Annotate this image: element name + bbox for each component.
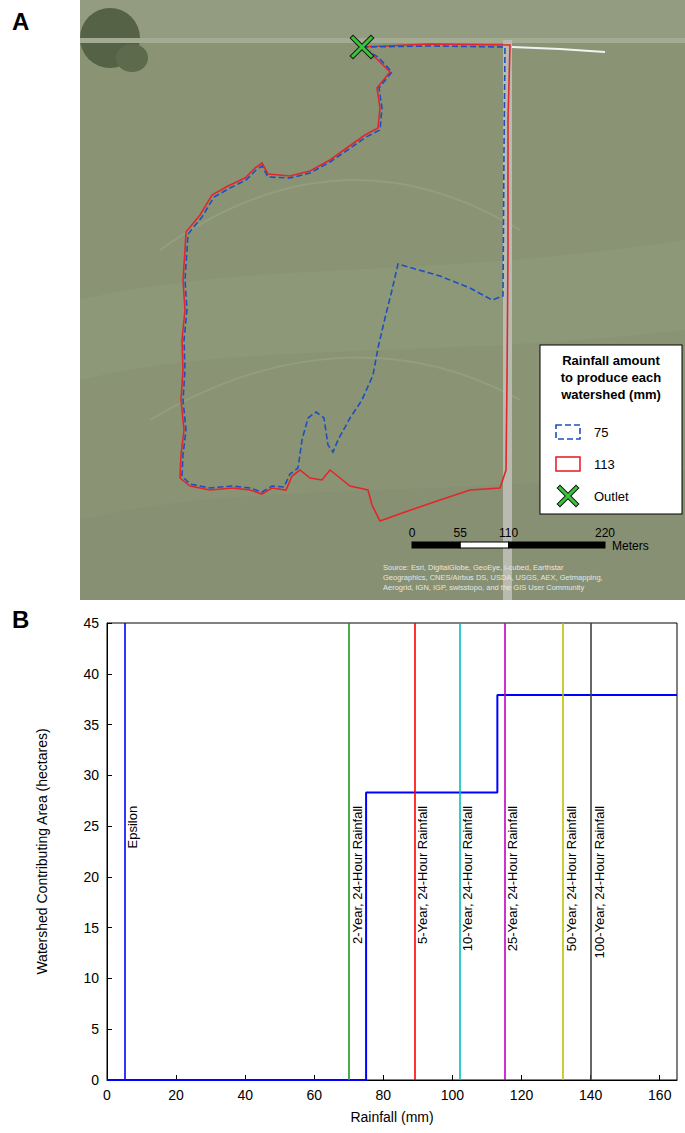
svg-text:120: 120 (510, 1087, 534, 1103)
svg-text:Rainfall (mm): Rainfall (mm) (350, 1109, 433, 1125)
svg-text:140: 140 (579, 1087, 603, 1103)
svg-text:Meters: Meters (612, 539, 649, 553)
svg-text:Epsilon: Epsilon (125, 806, 140, 849)
svg-text:100: 100 (441, 1087, 465, 1103)
svg-text:45: 45 (83, 615, 99, 631)
svg-text:20: 20 (168, 1087, 184, 1103)
svg-text:100-Year, 24-Hour Rainfall: 100-Year, 24-Hour Rainfall (592, 806, 607, 959)
svg-text:75: 75 (594, 425, 608, 440)
svg-text:55: 55 (454, 526, 468, 540)
svg-text:to produce each: to produce each (561, 370, 661, 385)
svg-text:40: 40 (237, 1087, 253, 1103)
svg-text:10-Year, 24-Hour Rainfall: 10-Year, 24-Hour Rainfall (460, 806, 475, 952)
svg-text:0: 0 (409, 526, 416, 540)
svg-text:35: 35 (83, 717, 99, 733)
html-text:A: A (12, 8, 30, 35)
svg-text:5-Year, 24-Hour Rainfall: 5-Year, 24-Hour Rainfall (415, 806, 430, 944)
svg-text:watershed (mm): watershed (mm) (560, 387, 661, 402)
svg-text:2-Year, 24-Hour Rainfall: 2-Year, 24-Hour Rainfall (350, 806, 365, 944)
svg-text:10: 10 (83, 970, 99, 986)
svg-text:60: 60 (306, 1087, 322, 1103)
svg-text:25-Year, 24-Hour Rainfall: 25-Year, 24-Hour Rainfall (505, 806, 520, 952)
svg-text:50-Year, 24-Hour Rainfall: 50-Year, 24-Hour Rainfall (564, 806, 579, 952)
svg-text:0: 0 (91, 1072, 99, 1088)
svg-text:160: 160 (648, 1087, 672, 1103)
svg-text:20: 20 (83, 869, 99, 885)
svg-text:Source: Esri, DigitalGlobe, Ge: Source: Esri, DigitalGlobe, GeoEye, i-cu… (383, 563, 564, 572)
svg-text:80: 80 (376, 1087, 392, 1103)
svg-text:30: 30 (83, 767, 99, 783)
svg-text:15: 15 (83, 920, 99, 936)
svg-text:Outlet: Outlet (594, 489, 629, 504)
svg-text:Aerogrid, IGN, IGP, swisstopo,: Aerogrid, IGN, IGP, swisstopo, and the G… (383, 583, 584, 592)
svg-text:Geographics, CNES/Airbus DS, U: Geographics, CNES/Airbus DS, USDA, USGS,… (383, 573, 603, 582)
svg-text:113: 113 (594, 457, 615, 472)
svg-text:220: 220 (595, 526, 615, 540)
svg-text:40: 40 (83, 666, 99, 682)
svg-text:25: 25 (83, 818, 99, 834)
svg-text:Rainfall amount: Rainfall amount (562, 353, 660, 368)
svg-text:0: 0 (103, 1087, 111, 1103)
svg-text:5: 5 (91, 1021, 99, 1037)
svg-text:Watershed Contributing Area (h: Watershed Contributing Area (hectares) (34, 728, 50, 974)
html-text:B: B (12, 606, 30, 633)
svg-text:110: 110 (499, 526, 518, 540)
